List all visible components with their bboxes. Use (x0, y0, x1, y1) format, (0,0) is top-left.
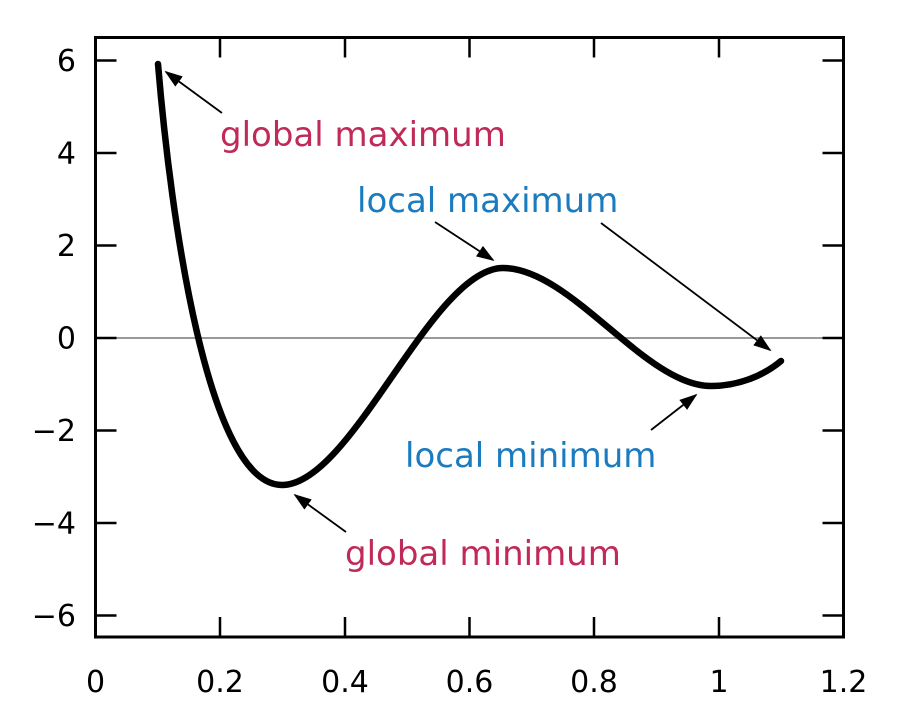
y-tick-label: −6 (32, 599, 76, 634)
x-tick-label: 1.2 (820, 665, 868, 700)
annotation-global-minimum: global minimum (345, 534, 621, 574)
x-axis-labels: 0 0.2 0.4 0.6 0.8 1 1.2 (86, 665, 867, 700)
annotation-arrows (164, 70, 772, 533)
y-tick-label: −4 (32, 507, 76, 542)
y-tick-label: −2 (32, 414, 76, 449)
annotation-global-maximum: global maximum (220, 115, 506, 155)
axes-frame (94, 36, 845, 639)
y-tick-label: 0 (57, 322, 76, 357)
x-axis-ticks-bottom (218, 617, 721, 636)
x-tick-label: 0.6 (446, 665, 494, 700)
x-tick-label: 0.8 (570, 665, 618, 700)
arrow-endpoint-local-maximum (600, 222, 772, 352)
arrow-global-maximum (164, 70, 223, 114)
y-tick-label: 4 (57, 137, 76, 172)
x-tick-label: 0.2 (196, 665, 244, 700)
y-tick-label: 6 (57, 44, 76, 79)
x-tick-label: 0 (86, 665, 105, 700)
x-axis-ticks-top (218, 38, 721, 58)
annotation-local-maximum: local maximum (357, 181, 618, 221)
arrow-global-minimum (293, 493, 347, 533)
annotation-labels: global maximum local maximum local minim… (220, 115, 656, 574)
y-axis-ticks-left (96, 59, 117, 617)
x-tick-label: 1 (709, 665, 728, 700)
annotation-local-minimum: local minimum (405, 436, 656, 476)
arrow-local-minimum (650, 393, 698, 431)
y-axis-labels: 6 4 2 0 −2 −4 −6 (32, 44, 76, 634)
x-tick-label: 0.4 (321, 665, 369, 700)
arrow-local-maximum (434, 221, 495, 261)
y-axis-ticks-right (822, 59, 843, 617)
function-curve (154, 60, 785, 489)
y-tick-label: 2 (57, 229, 76, 264)
